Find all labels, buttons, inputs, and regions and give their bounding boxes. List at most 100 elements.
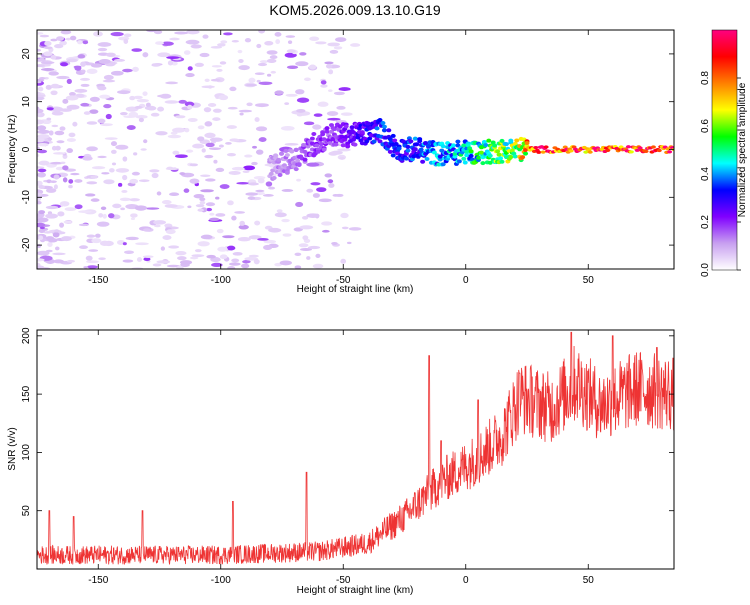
noise-blob xyxy=(80,83,90,87)
noise-blob xyxy=(89,109,99,114)
noise-blob xyxy=(45,205,59,210)
ridge-cell xyxy=(486,138,492,143)
noise-blob xyxy=(143,257,151,262)
noise-blob xyxy=(274,212,287,218)
spectrogram-y-ticks: -20 -10 0 10 20 xyxy=(21,48,674,252)
noise-blob xyxy=(96,221,110,227)
noise-blob xyxy=(202,34,209,39)
spectrogram-noise xyxy=(37,30,362,269)
noise-blob xyxy=(189,178,200,184)
noise-blob xyxy=(45,84,52,90)
colorbar: 0.0 0.2 0.4 0.6 0.8 Normalized spectral ampl… xyxy=(700,29,748,277)
noise-blob xyxy=(209,217,220,222)
noise-blob xyxy=(37,265,45,269)
snr-series-line xyxy=(37,331,674,565)
noise-blob xyxy=(256,43,262,49)
noise-blob xyxy=(186,30,200,35)
noise-blob xyxy=(208,147,222,150)
noise-blob xyxy=(267,186,276,190)
noise-blob xyxy=(223,32,233,36)
ridge-cell xyxy=(524,141,530,146)
noise-blob xyxy=(37,134,50,139)
noise-blob xyxy=(320,80,327,85)
noise-blob xyxy=(263,244,273,251)
noise-blob xyxy=(227,200,234,206)
noise-blob xyxy=(132,66,139,72)
ridge-cell xyxy=(605,148,611,152)
noise-blob xyxy=(211,65,222,68)
noise-blob xyxy=(37,243,42,249)
noise-blob xyxy=(156,260,171,264)
noise-blob xyxy=(274,90,284,95)
x-tick-label: -100 xyxy=(211,275,231,286)
noise-blob xyxy=(68,179,74,184)
noise-blob xyxy=(97,42,112,47)
noise-blob xyxy=(74,66,82,71)
noise-blob xyxy=(154,224,161,228)
noise-blob xyxy=(65,95,79,101)
noise-blob xyxy=(121,189,128,193)
noise-blob xyxy=(252,145,257,149)
noise-blob xyxy=(78,210,92,214)
colorbar-gradient xyxy=(711,29,738,271)
ridge-cell xyxy=(667,150,673,154)
noise-blob xyxy=(54,130,65,136)
noise-blob xyxy=(133,152,138,156)
noise-blob xyxy=(279,260,292,266)
noise-blob xyxy=(40,68,55,71)
noise-blob xyxy=(85,255,93,261)
noise-blob xyxy=(113,58,126,62)
noise-blob xyxy=(99,94,111,99)
noise-blob xyxy=(244,38,252,43)
noise-blob xyxy=(216,68,223,72)
noise-blob xyxy=(268,227,282,233)
spectrogram-plot-area xyxy=(37,30,674,269)
noise-blob xyxy=(308,64,317,70)
noise-blob xyxy=(204,121,213,127)
noise-blob xyxy=(111,149,117,154)
ridge-cell xyxy=(328,129,334,134)
noise-blob xyxy=(216,228,224,234)
ridge-cell xyxy=(656,148,662,153)
noise-blob xyxy=(237,236,251,242)
ridge-cell xyxy=(381,128,387,133)
noise-blob xyxy=(285,93,298,97)
noise-blob xyxy=(187,205,192,209)
noise-blob xyxy=(238,58,244,64)
noise-blob xyxy=(85,193,96,197)
noise-blob xyxy=(348,227,362,231)
ridge-cell xyxy=(536,150,542,154)
noise-blob xyxy=(218,94,229,101)
ridge-cell xyxy=(340,143,346,148)
noise-blob xyxy=(109,168,115,173)
noise-blob xyxy=(65,37,72,41)
ridge-cell xyxy=(628,150,634,154)
noise-blob xyxy=(110,141,118,147)
noise-blob xyxy=(151,172,159,179)
noise-blob xyxy=(99,240,110,246)
ridge-cell xyxy=(392,138,398,143)
noise-blob xyxy=(340,112,353,116)
noise-blob xyxy=(178,99,187,104)
noise-blob xyxy=(299,52,307,56)
noise-blob xyxy=(37,119,45,125)
ridge-cell xyxy=(333,142,339,147)
ridge-cell xyxy=(468,149,474,154)
colorbar-tick-label: 0.2 xyxy=(700,215,711,229)
noise-blob xyxy=(134,205,148,211)
noise-blob xyxy=(274,262,282,267)
noise-blob xyxy=(86,146,98,152)
noise-blob xyxy=(333,91,345,96)
noise-blob xyxy=(298,243,309,248)
noise-blob xyxy=(115,168,130,173)
noise-blob xyxy=(331,241,338,245)
ridge-cell xyxy=(279,151,285,156)
noise-blob xyxy=(262,194,274,197)
noise-blob xyxy=(189,163,199,167)
noise-blob xyxy=(117,182,123,187)
noise-blob xyxy=(66,78,72,85)
noise-blob xyxy=(59,222,65,228)
noise-blob xyxy=(60,62,69,67)
